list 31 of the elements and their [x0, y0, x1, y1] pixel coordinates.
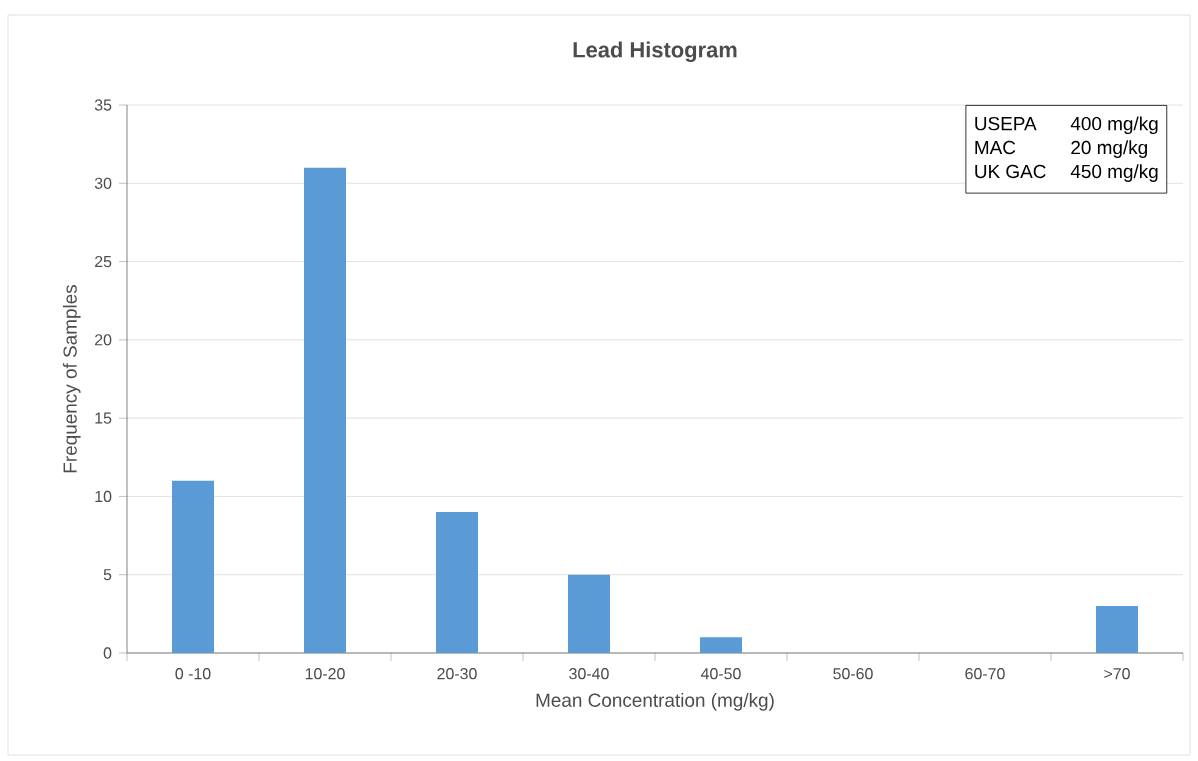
y-axis-title: Frequency of Samples [62, 285, 81, 473]
x-tick-label: 20-30 [437, 668, 477, 680]
annotation: MAC [975, 140, 1016, 155]
bar [567, 574, 610, 653]
x-tick-label: 60-70 [965, 668, 1005, 680]
x-tick-label: 30-40 [569, 668, 609, 680]
x-tick-label: 0 -10 [175, 668, 211, 680]
bar [1095, 606, 1138, 653]
annotation: 20 mg/kg [1071, 140, 1147, 158]
y-tick-label: 0 [103, 647, 112, 659]
y-tick-label: 30 [94, 177, 112, 189]
x-tick-label: 50-60 [833, 668, 873, 680]
x-axis-title: Mean Concentration (mg/kg) [536, 693, 774, 711]
y-tick-label: 25 [95, 255, 112, 268]
bar [699, 637, 742, 653]
x-tick-label: >70 [1104, 668, 1130, 680]
bar [172, 480, 214, 653]
chart-title: Lead Histogram [573, 41, 737, 63]
bar [304, 167, 346, 653]
annotation: 400 mg/kg [1070, 116, 1158, 135]
y-tick-label: 20 [95, 334, 112, 346]
x-tick-label: 10-20 [305, 668, 345, 680]
x-tick-label: 40-50 [700, 668, 741, 680]
annotation: USEPA [975, 116, 1037, 131]
bar [436, 512, 478, 653]
annotation: UK GAC [975, 164, 1046, 179]
annotation: 450 mg/kg [1070, 164, 1158, 182]
y-tick-label: 5 [103, 569, 112, 581]
y-tick-label: 15 [95, 412, 112, 424]
y-tick-label: 35 [94, 99, 112, 111]
y-tick-label: 10 [95, 490, 112, 503]
